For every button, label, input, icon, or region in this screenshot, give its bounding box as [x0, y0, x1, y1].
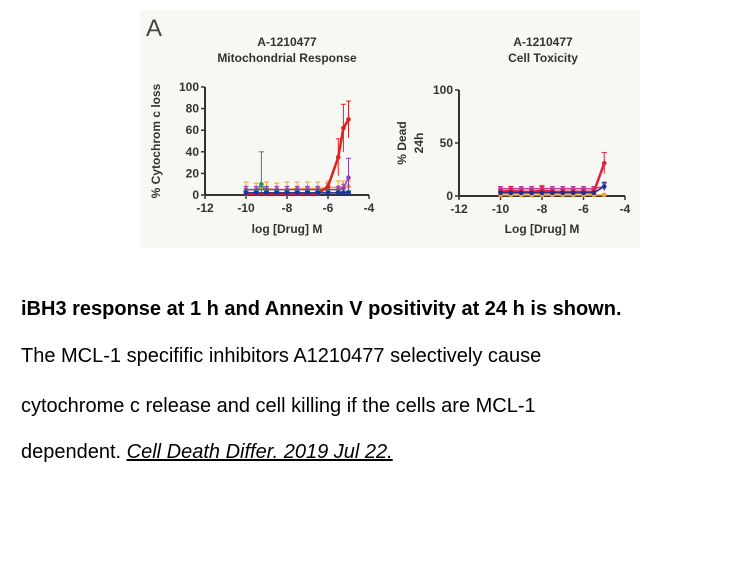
caption-line-3: dependent. Cell Death Differ. 2019 Jul 2…	[21, 441, 393, 464]
data-point	[315, 190, 321, 196]
y-tick-label: 50	[440, 136, 454, 150]
data-point	[341, 190, 346, 196]
data-point	[518, 190, 524, 196]
data-point	[581, 190, 586, 196]
data-point	[529, 190, 534, 196]
x-tick-label: -8	[282, 201, 293, 215]
y-axis-label: % Dead	[395, 121, 409, 164]
data-point	[341, 125, 346, 131]
caption-text: dependent.	[21, 441, 127, 463]
data-point	[550, 190, 555, 196]
x-tick-label: -4	[364, 201, 375, 215]
data-point	[325, 184, 331, 189]
data-point	[294, 190, 300, 196]
chart-title-line: Mitochondrial Response	[217, 51, 357, 65]
data-point	[284, 190, 290, 196]
x-tick-label: -6	[323, 201, 334, 215]
data-point	[539, 190, 545, 196]
y-tick-label: 0	[192, 188, 199, 202]
chart-mitochondrial-response: A-1210477 Mitochondrial Response -12 -10 -8 -…	[149, 35, 375, 236]
x-axis-label: log [Drug] M	[252, 222, 323, 236]
data-point	[498, 190, 503, 196]
x-axis-label: Log [Drug] M	[505, 222, 580, 236]
x-tick-label: -4	[620, 202, 631, 216]
y-tick-label: 20	[186, 166, 200, 180]
data-point	[341, 186, 346, 191]
x-tick-label: -12	[450, 202, 468, 216]
y-axis-label: % Cytochrom c loss	[149, 83, 163, 198]
data-point	[253, 190, 259, 196]
panel-label: A	[146, 15, 162, 42]
y-tick-label: 80	[186, 102, 200, 116]
y-axis-label: 24h	[412, 133, 426, 154]
data-point	[346, 117, 351, 122]
y-tick-label: 40	[186, 145, 200, 159]
data-point	[259, 181, 264, 187]
data-point	[601, 192, 607, 198]
data-point	[508, 190, 514, 196]
data-point	[335, 190, 341, 196]
y-tick-label: 60	[186, 123, 200, 137]
data-point	[346, 190, 351, 196]
data-point	[274, 190, 280, 196]
data-point	[346, 175, 351, 181]
data-point	[591, 190, 597, 196]
chart-title-line: A-1210477	[257, 35, 317, 49]
data-point	[560, 190, 566, 196]
y-tick-label: 0	[446, 189, 453, 203]
series-blue	[498, 181, 607, 196]
data-point	[570, 190, 576, 196]
data-point	[601, 160, 607, 166]
data-point	[305, 190, 310, 196]
x-tick-label: -6	[578, 202, 589, 216]
data-point	[325, 190, 331, 196]
y-tick-label: 100	[179, 80, 199, 94]
figure-background	[140, 10, 640, 248]
chart-title-line: A-1210477	[513, 35, 573, 49]
data-point	[264, 190, 269, 196]
x-tick-label: -10	[237, 201, 255, 215]
caption-line-1: The MCL-1 specifific inhibitors A1210477…	[21, 345, 542, 367]
y-tick-label: 100	[433, 83, 453, 97]
series-blue	[243, 190, 351, 196]
chart-cell-toxicity: A-1210477 Cell Toxicity -12 -10 -8 -6 -4 0 50 100…	[395, 35, 631, 236]
data-point	[335, 154, 341, 160]
x-tick-label: -10	[492, 202, 510, 216]
caption-line-2: cytochrome c release and cell killing if…	[21, 395, 536, 417]
citation-link[interactable]: Cell Death Differ. 2019 Jul 22.	[126, 441, 393, 463]
data-point	[243, 190, 249, 196]
x-tick-label: -8	[537, 202, 548, 216]
x-tick-label: -12	[196, 201, 214, 215]
data-point	[601, 184, 607, 189]
caption-heading: iBH3 response at 1 h and Annexin V posit…	[21, 298, 622, 320]
chart-title-line: Cell Toxicity	[508, 51, 578, 65]
